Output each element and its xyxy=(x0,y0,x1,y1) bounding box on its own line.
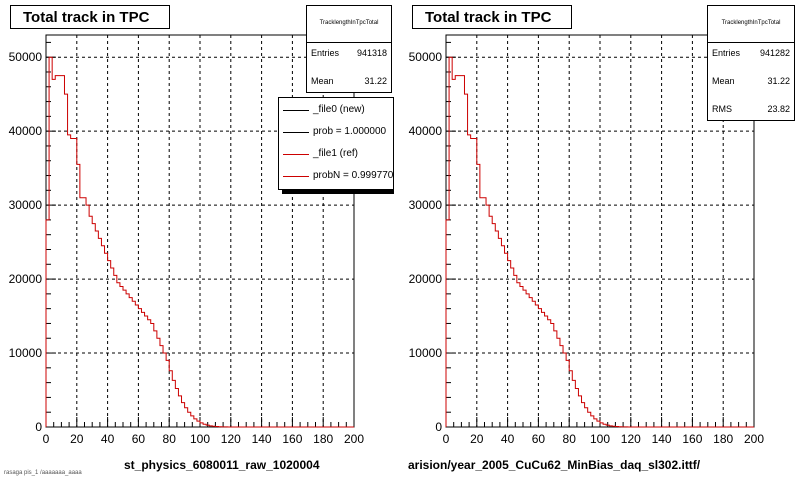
y-tick-label: 0 xyxy=(435,420,442,434)
left-histogram-title: Total track in TPC xyxy=(10,5,170,29)
x-tick-label: 160 xyxy=(282,432,302,446)
x-tick-label: 80 xyxy=(563,432,577,446)
x-tick-label: 100 xyxy=(590,432,610,446)
y-tick-label: 20000 xyxy=(409,272,443,286)
legend-line-probn xyxy=(283,176,309,177)
x-tick-label: 60 xyxy=(532,432,546,446)
plot-area xyxy=(46,35,354,427)
legend-entry-probn: probN = 0.999770 xyxy=(279,166,393,188)
left-stats-box: TracklengthInTpcTotal Entries 941318 Mea… xyxy=(306,5,392,93)
x-tick-label: 0 xyxy=(443,432,450,446)
x-tick-label: 140 xyxy=(652,432,672,446)
y-tick-label: 40000 xyxy=(409,124,443,138)
right-x-axis-label: arision/year_2005_CuCu62_MinBias_daq_sl3… xyxy=(408,458,701,472)
y-tick-label: 50000 xyxy=(9,50,43,64)
x-tick-label: 200 xyxy=(744,432,764,446)
x-tick-label: 180 xyxy=(313,432,333,446)
x-tick-label: 140 xyxy=(252,432,272,446)
legend-line-prob xyxy=(283,132,309,133)
y-tick-label: 0 xyxy=(35,420,42,434)
y-tick-label: 10000 xyxy=(409,346,443,360)
x-tick-label: 20 xyxy=(470,432,484,446)
y-tick-label: 30000 xyxy=(409,198,443,212)
legend-line-new xyxy=(283,110,309,111)
x-tick-label: 180 xyxy=(713,432,733,446)
x-tick-label: 100 xyxy=(190,432,210,446)
left-x-axis-label: st_physics_6080011_raw_1020004 xyxy=(124,458,320,472)
left-stats-name: TracklengthInTpcTotal xyxy=(319,20,379,26)
y-tick-label: 20000 xyxy=(9,272,43,286)
x-tick-label: 160 xyxy=(682,432,702,446)
x-tick-label: 60 xyxy=(132,432,146,446)
x-tick-label: 40 xyxy=(101,432,115,446)
histogram-series-line xyxy=(45,56,354,428)
left-histogram-panel: 0 20 40 60 80 100 120 140 160 180 200 0 10000 20000 30… xyxy=(9,5,394,472)
y-tick-label: 30000 xyxy=(9,198,43,212)
y-tick-label: 50000 xyxy=(409,50,443,64)
x-tick-label: 0 xyxy=(43,432,50,446)
legend-line-ref xyxy=(283,154,309,155)
right-stats-name: TracklengthInTpcTotal xyxy=(721,20,781,26)
x-tick-label: 200 xyxy=(344,432,364,446)
right-histogram-panel: 0 20 40 60 80 100 120 140 160 180 200 0 10000 20000 30… xyxy=(400,0,800,480)
right-histogram-title: Total track in TPC xyxy=(412,5,572,29)
y-tick-label: 10000 xyxy=(9,346,43,360)
x-tick-label: 80 xyxy=(163,432,177,446)
right-stats-box: TracklengthInTpcTotal Entries 941282 Mea… xyxy=(707,5,795,121)
x-tick-label: 120 xyxy=(621,432,641,446)
legend-entry-new: _file0 (new) xyxy=(279,100,393,122)
legend-box: _file0 (new) prob = 1.000000 _file1 (ref… xyxy=(278,97,394,190)
footer-text: rasaga pis_1 /aaaaaaa_aaaa xyxy=(4,470,82,476)
y-tick-label: 40000 xyxy=(9,124,43,138)
legend-entry-prob: prob = 1.000000 xyxy=(279,122,393,144)
x-tick-label: 120 xyxy=(221,432,241,446)
right-histogram-plot: 0 20 40 60 80 100 120 140 160 180 200 0 10000 20000 30… xyxy=(409,34,764,446)
x-tick-label: 40 xyxy=(501,432,515,446)
histogram-series-line xyxy=(445,56,754,428)
legend-entry-ref: _file1 (ref) xyxy=(279,144,393,166)
x-tick-label: 20 xyxy=(70,432,84,446)
